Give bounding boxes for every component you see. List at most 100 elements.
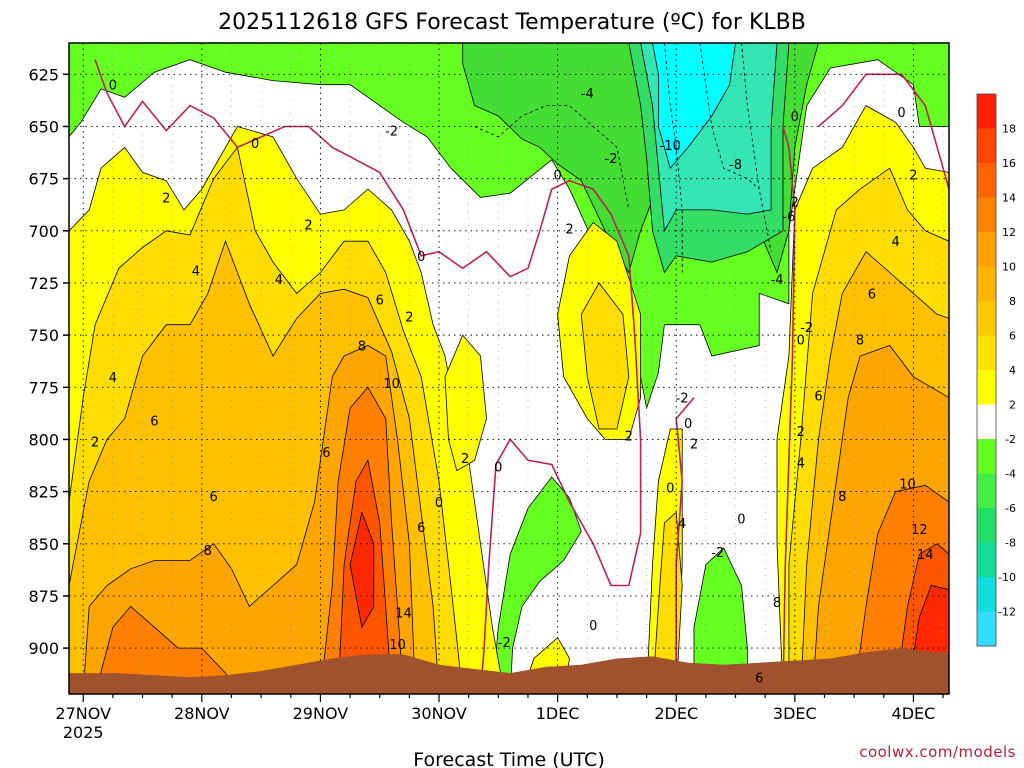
y-tick-label: 825 <box>28 483 59 502</box>
colorbar-segment <box>977 611 996 647</box>
contour-label: 4 <box>275 273 283 288</box>
contour-label: 2 <box>690 438 698 453</box>
contour-label: 10 <box>899 477 916 492</box>
contour-label: 6 <box>417 521 425 536</box>
contour-label: 2 <box>91 436 99 451</box>
x-tick-label: 3DEC <box>773 704 817 723</box>
colorbar-label: -2 <box>1005 433 1016 446</box>
contour-label: 0 <box>109 79 117 94</box>
colorbar-segment <box>977 232 996 267</box>
neg10-region-fill <box>652 43 736 170</box>
plot-frame <box>68 42 950 695</box>
contour-label: -10 <box>660 139 681 154</box>
colorbar-segment <box>977 473 996 509</box>
source-credit: coolwx.com/models <box>859 743 1016 761</box>
colorbar-label: -10 <box>998 571 1016 584</box>
colorbar-segment <box>977 335 996 371</box>
colorbar-label: -12 <box>998 606 1016 619</box>
contour-label: 2 <box>625 429 633 444</box>
colorbar-segment <box>977 94 996 129</box>
colorbar-label: 12 <box>1002 226 1016 239</box>
contour-label: 10 <box>389 638 406 653</box>
contour-label: 8 <box>204 544 212 559</box>
colorbar-segment <box>977 439 996 474</box>
contour-label: 10 <box>383 377 400 392</box>
zero-contour-3 <box>675 397 695 694</box>
contour-label: 12 <box>911 523 928 538</box>
neg2-low-band-fill <box>491 476 582 694</box>
y-tick-label: 900 <box>28 639 59 658</box>
colorbar-segment <box>977 266 996 302</box>
contour-label: -2 <box>385 125 398 140</box>
contour-label: 14 <box>395 607 412 622</box>
x-tick-label: 1DEC <box>536 704 580 723</box>
colorbar-label: 18 <box>1002 123 1016 136</box>
x-tick-label: 27NOV <box>55 704 111 723</box>
contour-label: 2 <box>565 223 573 238</box>
colorbar-label: -6 <box>1005 502 1016 515</box>
contour-label: 14 <box>917 548 934 563</box>
colorbar-label: 16 <box>1002 157 1016 170</box>
colorbar-label: 2 <box>1009 399 1016 412</box>
y-tick-label: 875 <box>28 587 59 606</box>
contour-label: 2 <box>461 452 469 467</box>
contour-label: 6 <box>150 415 158 430</box>
contour-label: 4 <box>192 264 200 279</box>
contour-lines <box>94 43 949 694</box>
contour-label: 0 <box>435 496 443 511</box>
contour-label: 4 <box>797 456 805 471</box>
y-axis: 625 650 675 700 725 750 775 800 825 850 875 900 <box>28 65 69 658</box>
zero-contour-1 <box>782 126 796 694</box>
warm-4-blob-fill <box>580 282 630 430</box>
contour-label: 0 <box>417 250 425 265</box>
x-tick-label: 30NOV <box>411 704 467 723</box>
warm-14-mid-fill <box>349 511 375 629</box>
colorbar-segment <box>977 508 996 543</box>
contour-label: 0 <box>589 619 597 634</box>
colorbar-label: 4 <box>1009 364 1016 377</box>
contour-label: 2 <box>797 425 805 440</box>
contour-label: 2 <box>791 196 799 211</box>
contour-label: 6 <box>755 671 763 686</box>
contour-label: 6 <box>814 390 822 405</box>
contour-label: 2 <box>304 219 312 234</box>
contour-label: 6 <box>322 446 330 461</box>
warm-2-blob-a-fill <box>444 334 487 472</box>
contour-label: -2 <box>676 392 689 407</box>
colorbar-label: -4 <box>1005 468 1016 481</box>
y-tick-label: 650 <box>28 117 59 136</box>
zero-contour-2 <box>817 73 949 190</box>
y-tick-label: 725 <box>28 274 59 293</box>
contour-label: 0 <box>737 513 745 528</box>
colorbar-segment <box>977 577 996 612</box>
colorbar-label: 14 <box>1002 192 1016 205</box>
contour-label: 0 <box>666 481 674 496</box>
contour-label: -6 <box>782 210 795 225</box>
negative-contour-3 <box>741 43 772 252</box>
y-tick-label: 800 <box>28 430 59 449</box>
contour-label: 8 <box>838 490 846 505</box>
colorbar-segment <box>977 542 996 578</box>
y-tick-label: 700 <box>28 222 59 241</box>
contour-label: 8 <box>856 333 864 348</box>
contour-label: -2 <box>498 636 511 651</box>
colorbar-label: 6 <box>1009 330 1016 343</box>
colorbar-segment <box>977 370 996 405</box>
x-tick-label: 2DEC <box>654 704 698 723</box>
contour-label: -8 <box>729 158 742 173</box>
temperature-fills <box>69 43 949 694</box>
negative-contour-2 <box>699 43 760 190</box>
colorbar-segment <box>977 301 996 336</box>
gridlines <box>69 43 949 694</box>
y-tick-label: 750 <box>28 326 59 345</box>
colorbar: 18 16 14 12 10 8 6 4 2 -2 -4 -6 -8 -10 -12 <box>976 93 1016 647</box>
contour-label: 0 <box>791 110 799 125</box>
contour-label: 4 <box>678 517 686 532</box>
negative-contour-0 <box>474 105 630 210</box>
contour-label: 6 <box>210 490 218 505</box>
colorbar-segment <box>977 163 996 198</box>
warm-4-strip-fill <box>652 511 683 694</box>
